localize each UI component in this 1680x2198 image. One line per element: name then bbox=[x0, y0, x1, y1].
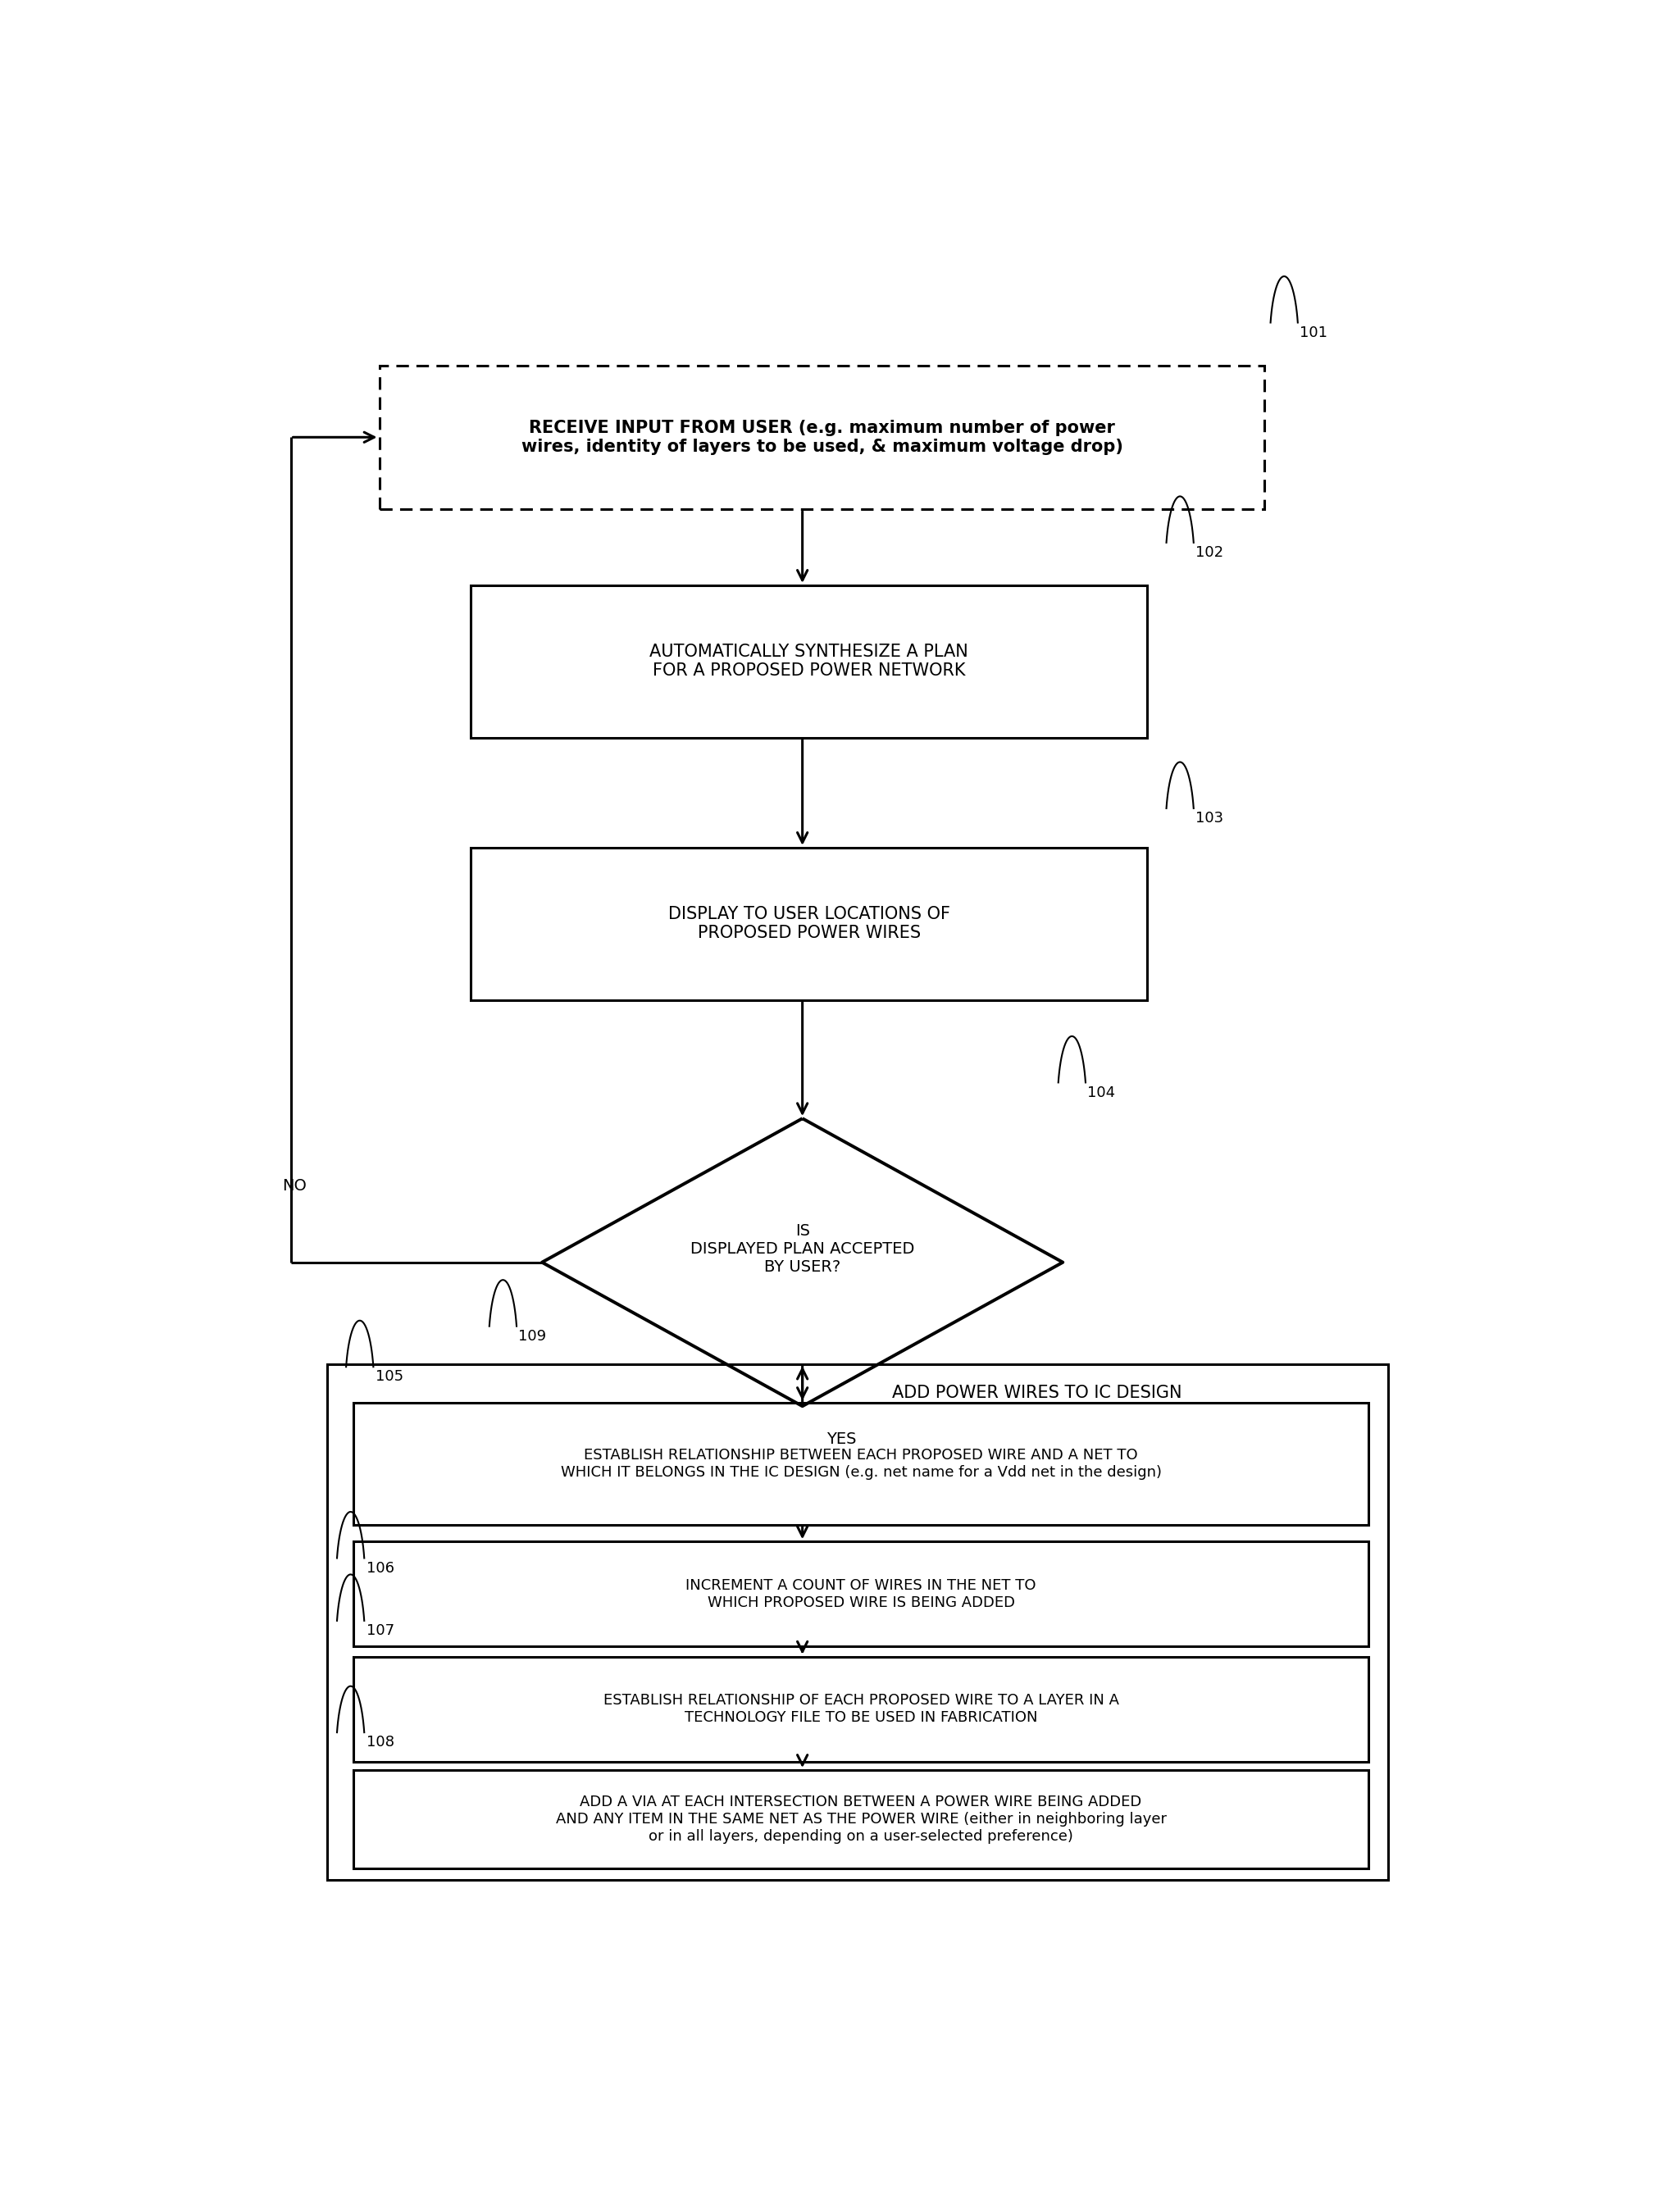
Text: 109: 109 bbox=[519, 1330, 546, 1343]
Text: DISPLAY TO USER LOCATIONS OF
PROPOSED POWER WIRES: DISPLAY TO USER LOCATIONS OF PROPOSED PO… bbox=[669, 906, 949, 941]
Bar bbox=[353, 1402, 1369, 1525]
Text: 104: 104 bbox=[1087, 1086, 1116, 1099]
Text: AUTOMATICALLY SYNTHESIZE A PLAN
FOR A PROPOSED POWER NETWORK: AUTOMATICALLY SYNTHESIZE A PLAN FOR A PR… bbox=[650, 644, 968, 679]
Bar bbox=[353, 1769, 1369, 1868]
Text: ADD POWER WIRES TO IC DESIGN: ADD POWER WIRES TO IC DESIGN bbox=[892, 1385, 1181, 1400]
Text: INCREMENT A COUNT OF WIRES IN THE NET TO
WHICH PROPOSED WIRE IS BEING ADDED: INCREMENT A COUNT OF WIRES IN THE NET TO… bbox=[685, 1578, 1037, 1609]
Text: 101: 101 bbox=[1300, 325, 1327, 341]
Bar bbox=[328, 1363, 1388, 1879]
Text: 108: 108 bbox=[366, 1734, 395, 1750]
Text: ESTABLISH RELATIONSHIP BETWEEN EACH PROPOSED WIRE AND A NET TO
WHICH IT BELONGS : ESTABLISH RELATIONSHIP BETWEEN EACH PROP… bbox=[561, 1448, 1161, 1479]
Text: NO: NO bbox=[282, 1178, 307, 1194]
Bar bbox=[470, 848, 1147, 1000]
Text: RECEIVE INPUT FROM USER (e.g. maximum number of power
wires, identity of layers : RECEIVE INPUT FROM USER (e.g. maximum nu… bbox=[521, 420, 1122, 455]
Bar bbox=[470, 585, 1147, 739]
Bar bbox=[353, 1657, 1369, 1761]
Text: IS
DISPLAYED PLAN ACCEPTED
BY USER?: IS DISPLAYED PLAN ACCEPTED BY USER? bbox=[690, 1222, 914, 1275]
Text: 107: 107 bbox=[366, 1624, 395, 1638]
Text: 106: 106 bbox=[366, 1561, 395, 1576]
Text: 102: 102 bbox=[1196, 545, 1223, 560]
Text: 103: 103 bbox=[1196, 811, 1223, 826]
Text: ESTABLISH RELATIONSHIP OF EACH PROPOSED WIRE TO A LAYER IN A
TECHNOLOGY FILE TO : ESTABLISH RELATIONSHIP OF EACH PROPOSED … bbox=[603, 1692, 1119, 1725]
Text: 105: 105 bbox=[375, 1369, 403, 1385]
Bar bbox=[380, 365, 1265, 510]
Text: ADD A VIA AT EACH INTERSECTION BETWEEN A POWER WIRE BEING ADDED
AND ANY ITEM IN : ADD A VIA AT EACH INTERSECTION BETWEEN A… bbox=[556, 1796, 1166, 1844]
Text: YES: YES bbox=[827, 1431, 857, 1446]
Bar bbox=[353, 1541, 1369, 1646]
